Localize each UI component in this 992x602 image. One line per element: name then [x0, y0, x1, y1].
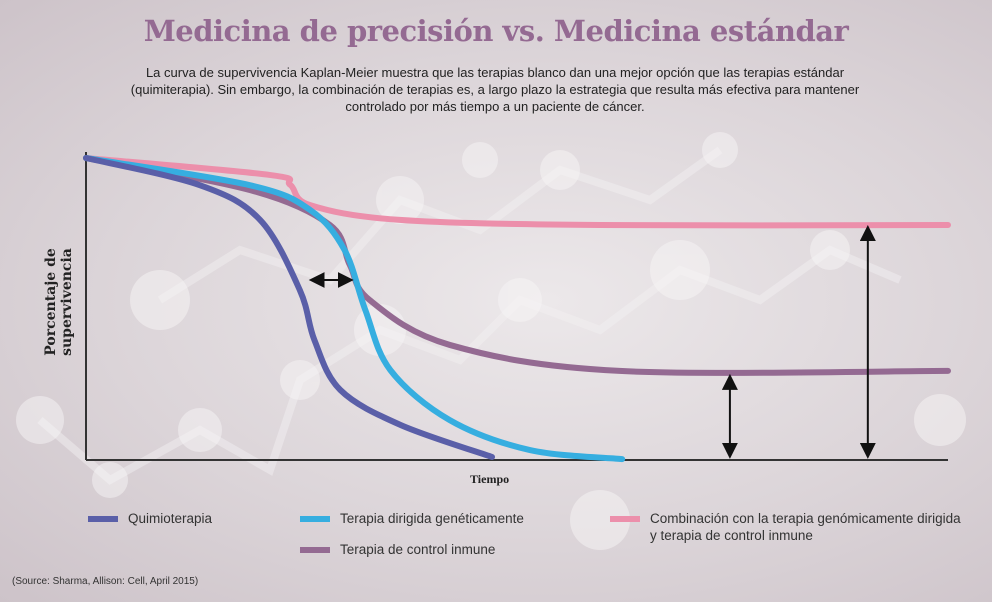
legend-swatch — [88, 516, 118, 522]
source-note: (Source: Sharma, Allison: Cell, April 20… — [12, 576, 199, 587]
series-line-combinación — [83, 155, 951, 229]
legend-item-inmune: Terapia de control inmune — [300, 541, 495, 558]
legend-item-quimioterapia: Quimioterapia — [88, 510, 212, 527]
legend-item-combinacion: Combinación con la terapia genómicamente… — [610, 510, 970, 544]
legend-label: Combinación con la terapia genómicamente… — [650, 511, 961, 543]
legend-item-dirigida: Terapia dirigida genéticamente — [300, 510, 524, 527]
legend-label: Quimioterapia — [128, 511, 213, 526]
legend-label: Terapia de control inmune — [340, 542, 496, 557]
x-axis-label: Tiempo — [470, 472, 510, 486]
page-title: Medicina de precisión vs. Medicina están… — [143, 14, 849, 48]
series-line-terapia — [83, 155, 951, 376]
y-axis-label: Porcentaje de supervivencia — [43, 248, 75, 356]
series-line-terapia — [83, 155, 626, 463]
legend-swatch — [300, 547, 330, 553]
legend-swatch — [300, 516, 330, 522]
series-line-quimioterapia — [83, 155, 496, 460]
subtitle: La curva de supervivencia Kaplan-Meier m… — [130, 65, 860, 114]
legend-label: Terapia dirigida genéticamente — [340, 511, 524, 526]
legend-swatch — [610, 516, 640, 522]
